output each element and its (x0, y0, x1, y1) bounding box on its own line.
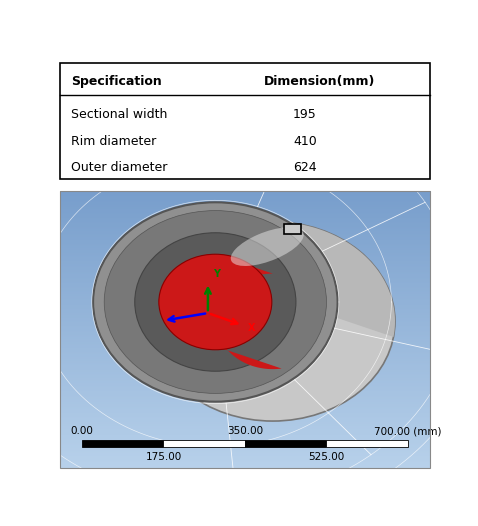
Text: Outer diameter: Outer diameter (71, 161, 167, 174)
Polygon shape (159, 254, 282, 369)
Bar (245, 440, 326, 448)
Bar (326, 440, 408, 448)
Ellipse shape (231, 227, 304, 266)
Text: Rim diameter: Rim diameter (71, 135, 156, 148)
Ellipse shape (216, 274, 329, 369)
Ellipse shape (93, 203, 337, 402)
Ellipse shape (151, 221, 395, 421)
Bar (284, 224, 301, 234)
Text: 700.00 (mm): 700.00 (mm) (374, 426, 442, 436)
Ellipse shape (135, 233, 296, 371)
Text: X: X (248, 323, 256, 333)
Text: Sectional width: Sectional width (71, 108, 167, 121)
Text: Specification: Specification (71, 75, 162, 88)
Polygon shape (93, 203, 395, 337)
Text: 0.00: 0.00 (71, 426, 93, 436)
Bar (163, 440, 245, 448)
Ellipse shape (159, 254, 272, 350)
Ellipse shape (216, 274, 329, 369)
Text: 525.00: 525.00 (308, 451, 345, 461)
Ellipse shape (104, 210, 326, 393)
Text: 410: 410 (293, 135, 317, 148)
Text: 175.00: 175.00 (145, 451, 182, 461)
Bar (82, 440, 163, 448)
Text: 195: 195 (293, 108, 317, 121)
Text: 350.00: 350.00 (227, 426, 263, 436)
Text: Y: Y (214, 269, 220, 279)
Text: 624: 624 (293, 161, 317, 174)
Text: Dimension(mm): Dimension(mm) (263, 75, 375, 88)
